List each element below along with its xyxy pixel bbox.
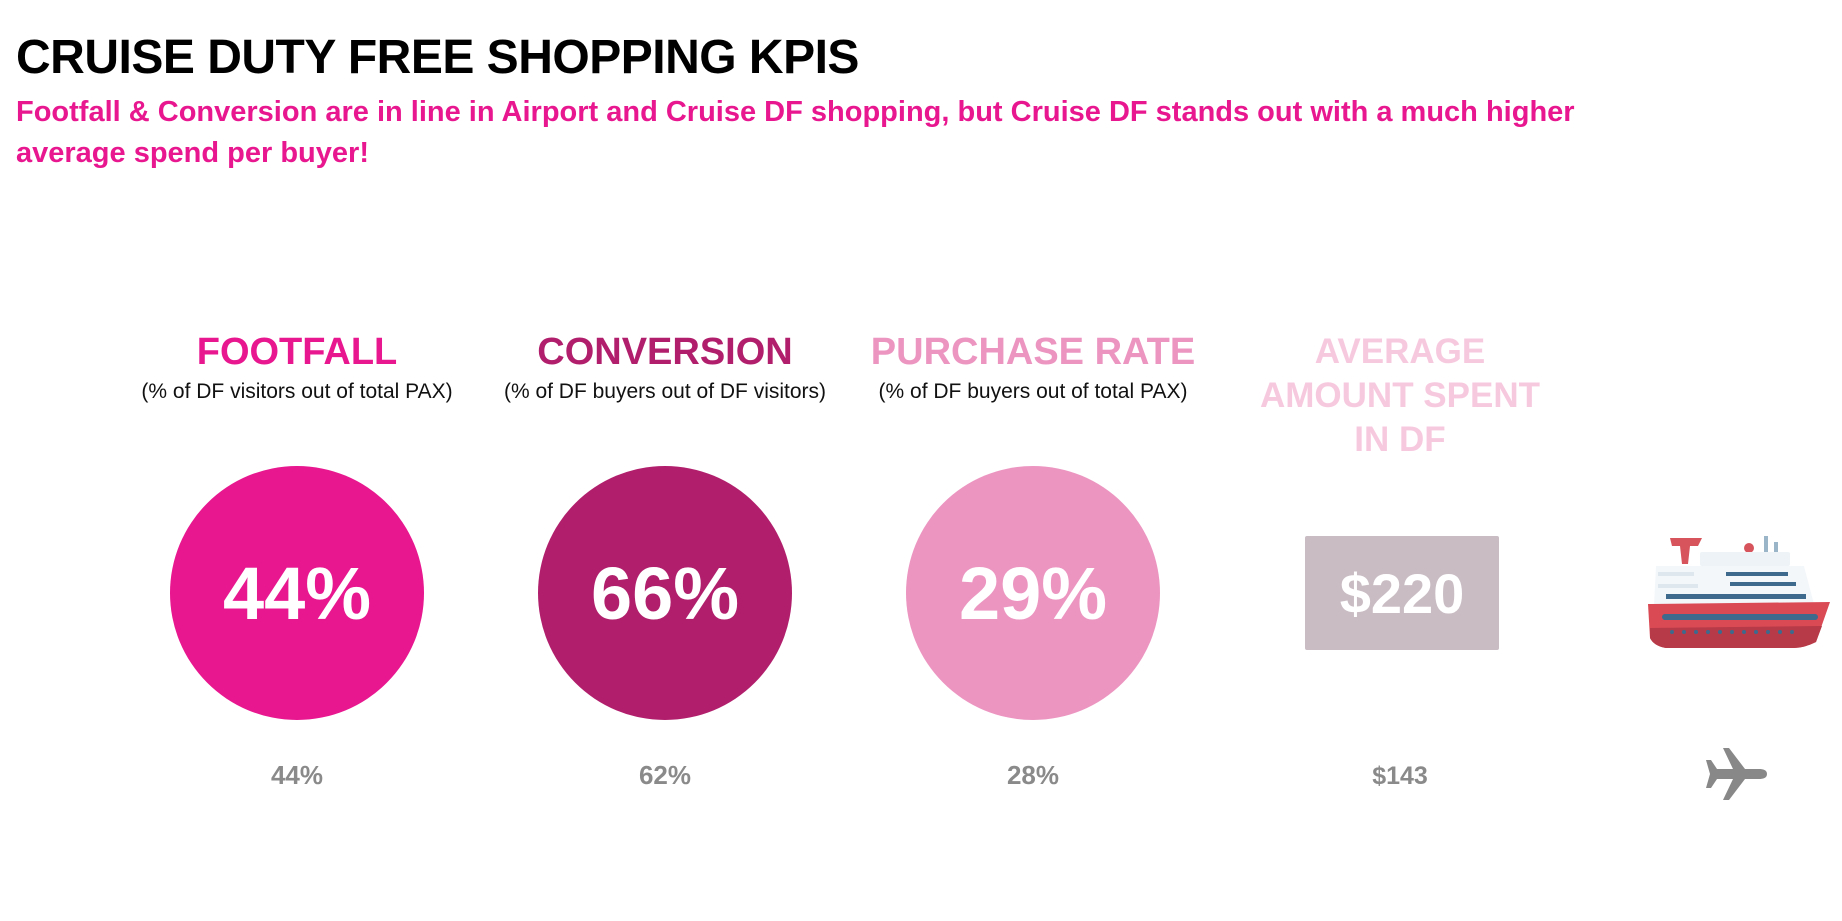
kpi-footfall-header: FOOTFALL (% of DF visitors out of total … [107, 330, 487, 404]
kpi-conversion-cruise-value: 66% [590, 551, 740, 635]
kpi-avg-spend-cruise-value: $220 [1339, 561, 1465, 625]
kpi-purchase-rate-airport-value: 28% [1006, 760, 1060, 790]
kpi-purchase-rate-label: PURCHASE RATE [870, 331, 1196, 373]
kpi-footfall-cruise-circle: 44% [170, 466, 424, 720]
kpi-footfall-label: FOOTFALL [196, 331, 398, 373]
kpi-conversion-cruise-circle: 66% [538, 466, 792, 720]
kpi-conversion-airport-value: 62% [638, 760, 692, 790]
kpi-avg-spend-header: AVERAGE AMOUNT SPENT IN DF [1210, 330, 1590, 462]
kpi-avg-spend-cruise-box: $220 [1305, 536, 1499, 650]
kpi-avg-spend-label: AVERAGE AMOUNT SPENT IN DF [1260, 332, 1540, 459]
cruise-ship-icon [1648, 536, 1830, 648]
kpi-avg-spend-airport-value: $143 [1372, 762, 1428, 790]
page-subtitle: Footfall & Conversion are in line in Air… [16, 96, 1575, 169]
airplane-icon [1706, 748, 1767, 800]
kpi-purchase-rate-cruise-value: 29% [958, 551, 1108, 635]
kpi-conversion-header: CONVERSION (% of DF buyers out of DF vis… [475, 330, 855, 404]
kpi-purchase-rate-header: PURCHASE RATE (% of DF buyers out of tot… [843, 330, 1223, 404]
kpi-footfall-cruise-value: 44% [222, 551, 372, 635]
kpi-purchase-rate-cruise-circle: 29% [906, 466, 1160, 720]
kpi-purchase-rate-description: (% of DF buyers out of total PAX) [878, 380, 1188, 403]
kpi-footfall-description: (% of DF visitors out of total PAX) [141, 380, 453, 403]
kpi-conversion-description: (% of DF buyers out of DF visitors) [503, 380, 827, 403]
page-title: CRUISE DUTY FREE SHOPPING KPIS [16, 31, 859, 84]
kpi-footfall-airport-value: 44% [270, 760, 324, 790]
kpi-conversion-label: CONVERSION [537, 331, 793, 373]
